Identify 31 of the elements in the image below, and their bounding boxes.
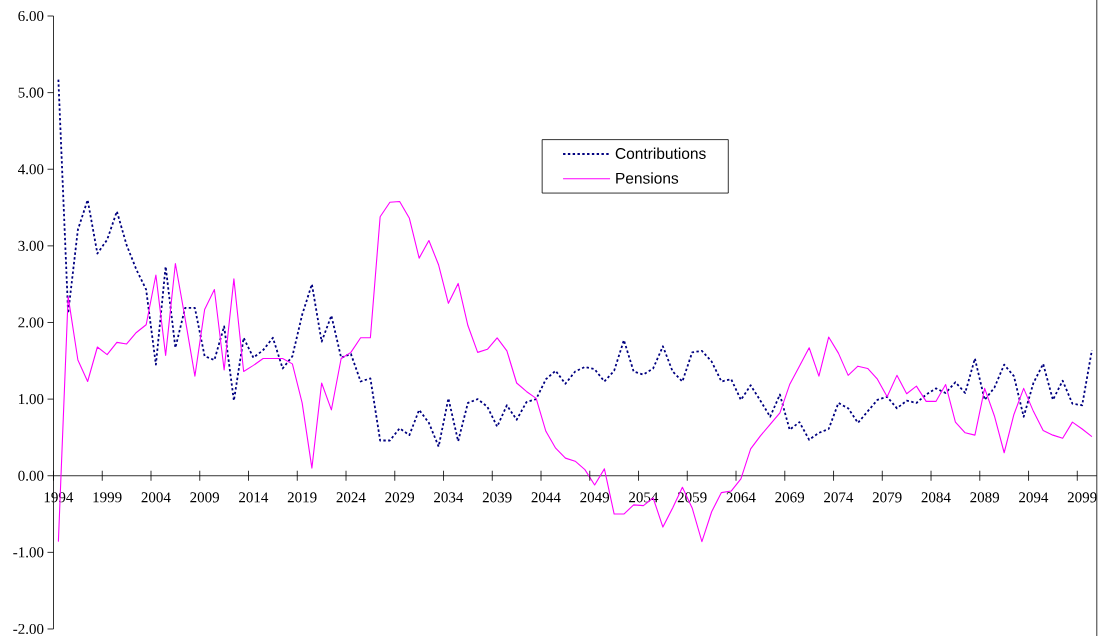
y-tick-label: -2.00 — [13, 623, 44, 635]
x-tick-label: 2094 — [1019, 492, 1049, 503]
x-tick-label: 2004 — [141, 492, 171, 503]
y-tick-label: 1.00 — [19, 394, 44, 405]
y-tick-label: -1.00 — [13, 547, 44, 558]
x-tick-label: 2029 — [385, 492, 415, 503]
y-tick-label: 0.00 — [18, 470, 44, 481]
line-series — [57, 78, 1093, 448]
legend-label: Pensions — [616, 172, 679, 184]
y-tick-label: 2.00 — [18, 317, 44, 328]
y-tick-label: 3.00 — [18, 240, 44, 251]
x-tick-label: 2034 — [434, 492, 464, 503]
x-tick-label: 2074 — [824, 492, 854, 503]
x-tick-label: 2084 — [921, 492, 951, 503]
legend-label: Contributions — [615, 147, 706, 159]
x-tick-label: 2024 — [336, 492, 366, 503]
x-tick-label: 2049 — [580, 492, 610, 503]
y-tick-label: 5.00 — [18, 87, 44, 98]
x-tick-label: 2019 — [287, 492, 317, 503]
x-tick-label: 2064 — [726, 492, 756, 503]
y-tick-label: 6.00 — [18, 10, 44, 22]
x-tick-label: 2079 — [872, 492, 902, 503]
x-tick-label: 2089 — [970, 492, 1000, 503]
x-tick-label: 2039 — [482, 492, 512, 503]
x-tick-label: 2044 — [531, 492, 561, 503]
x-tick-label: 2069 — [775, 492, 805, 503]
x-tick-label: 2054 — [629, 492, 659, 503]
x-tick-label: 1999 — [93, 492, 122, 503]
x-tick-label: 2009 — [190, 492, 220, 503]
y-tick-label: 4.00 — [18, 164, 44, 175]
x-tick-label: 2014 — [239, 492, 269, 503]
